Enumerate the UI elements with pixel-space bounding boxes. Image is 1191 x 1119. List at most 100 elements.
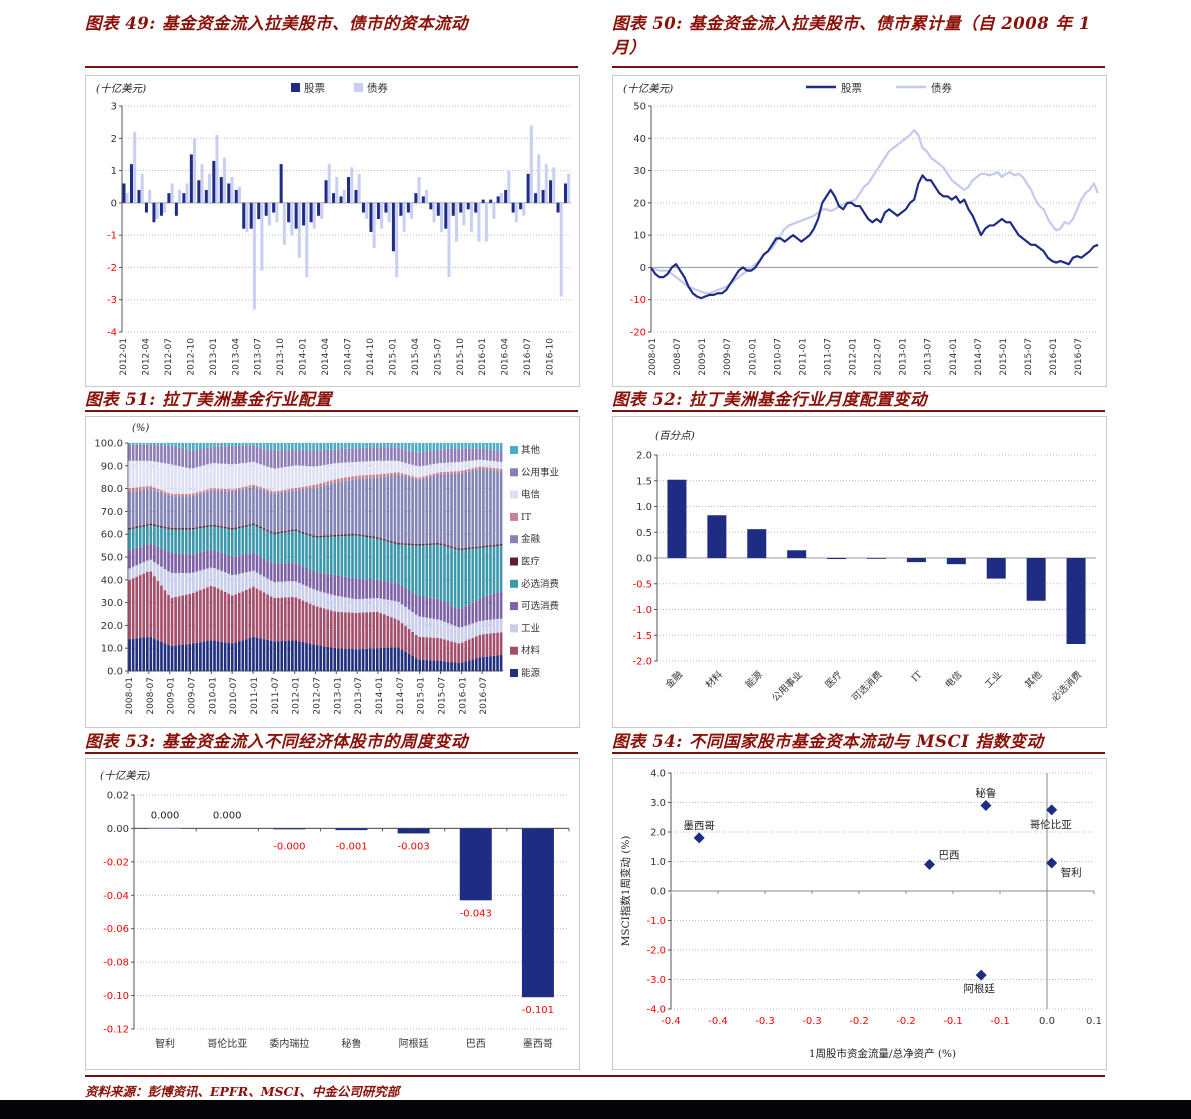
svg-text:-0.1: -0.1: [943, 1016, 963, 1027]
fig54-title: 图表 54: 不同国家股市基金资本流动与 MSCI 指数变动: [612, 730, 1105, 754]
svg-text:80.0: 80.0: [101, 484, 123, 495]
svg-text:-3.0: -3.0: [646, 975, 666, 986]
svg-text:-0.3: -0.3: [755, 1016, 775, 1027]
svg-text:2012-10: 2012-10: [186, 338, 196, 376]
svg-text:2013-07: 2013-07: [924, 338, 934, 376]
fig49-chart: 3 2 1 0 -1 -2 -3 -4 (十亿美元) 股票 债券 2012-01 2012-04 2012…: [85, 75, 580, 387]
svg-text:-0.043: -0.043: [460, 908, 492, 919]
svg-text:-2.0: -2.0: [646, 946, 666, 957]
svg-text:2011-01: 2011-01: [798, 338, 808, 376]
svg-text:10: 10: [633, 231, 646, 242]
svg-text:墨西哥: 墨西哥: [683, 820, 715, 832]
svg-text:0.000: 0.000: [151, 810, 180, 821]
svg-text:50.0: 50.0: [101, 553, 123, 564]
svg-text:-0.5: -0.5: [632, 579, 652, 590]
svg-text:其他: 其他: [1022, 668, 1044, 690]
svg-text:2013-01: 2013-01: [209, 338, 219, 376]
source-note: 资料来源：彭博资讯、EPFR、MSCI、中金公司研究部: [85, 1084, 400, 1099]
fig54-chart: 4.0 3.0 2.0 1.0 0.0 -1.0 -2.0 -3.0 -4.0 -0.4 -0.4-…: [612, 758, 1107, 1070]
svg-text:2010-07: 2010-07: [773, 338, 783, 376]
chart-svg: 4.03.02.01.00.0-1.0-2.0-3.0-4.0-0.4 -0.4-…: [619, 769, 1102, 1061]
svg-text:-0.4: -0.4: [661, 1016, 681, 1027]
svg-text:70.0: 70.0: [101, 507, 123, 518]
chart-svg: 2.0 1.5 1.0 0.5 0.0 -0.5 -1.0 -1.5 -2.0 (百分点) 金融 材料…: [632, 430, 1096, 704]
svg-text:-0.06: -0.06: [103, 924, 129, 935]
svg-text:2: 2: [111, 134, 117, 145]
svg-text:其他: 其他: [521, 444, 541, 456]
svg-text:工业: 工业: [983, 669, 1004, 690]
svg-text:2011-07: 2011-07: [823, 338, 833, 376]
fig53-chart: 0.02 0.00 -0.02 -0.04 -0.06 -0.08 -0.10 -0.12 (十…: [85, 758, 580, 1070]
svg-text:2014-01: 2014-01: [299, 338, 309, 376]
svg-text:0: 0: [640, 263, 646, 274]
svg-text:2013-10: 2013-10: [276, 338, 286, 376]
svg-text:2012-07: 2012-07: [164, 338, 174, 376]
svg-text:能源: 能源: [521, 667, 541, 679]
svg-text:-1.0: -1.0: [646, 916, 666, 927]
svg-text:-0.2: -0.2: [849, 1016, 869, 1027]
svg-text:90.0: 90.0: [101, 461, 123, 472]
svg-text:2013-04: 2013-04: [231, 338, 241, 376]
svg-text:医疗: 医疗: [521, 556, 541, 568]
svg-text:(%): (%): [132, 423, 149, 434]
svg-text:-0.2: -0.2: [896, 1016, 916, 1027]
svg-text:-0.101: -0.101: [522, 1005, 554, 1016]
svg-text:2010-01: 2010-01: [748, 338, 758, 376]
svg-text:2015-07: 2015-07: [433, 338, 443, 376]
svg-text:0: 0: [111, 198, 117, 209]
svg-text:0.0: 0.0: [107, 667, 123, 678]
fig50-chart: 50 40 30 20 10 0 -10 -20 (十亿美元) 股票 债券 2008-01 2008-0…: [612, 75, 1107, 387]
svg-text:1: 1: [111, 166, 117, 177]
fig49-title: 图表 49: 基金资金流入拉美股市、债市的资本流动: [85, 12, 578, 68]
svg-text:-0.3: -0.3: [802, 1016, 822, 1027]
svg-text:阿根廷: 阿根廷: [963, 982, 995, 995]
svg-text:-0.08: -0.08: [103, 958, 129, 969]
svg-text:0.5: 0.5: [636, 528, 652, 539]
svg-text:-0.04: -0.04: [103, 891, 129, 902]
svg-text:2008-07: 2008-07: [673, 338, 683, 376]
svg-text:-4: -4: [107, 328, 117, 339]
chart-svg: 50 40 30 20 10 0 -10 -20 (十亿美元) 股票 债券 2008-01 2008-0…: [623, 82, 1100, 376]
svg-text:50: 50: [633, 102, 646, 113]
svg-text:-20: -20: [630, 328, 646, 339]
svg-text:30.0: 30.0: [101, 598, 123, 609]
svg-text:必选消费: 必选消费: [1049, 669, 1084, 704]
svg-text:20.0: 20.0: [101, 621, 123, 632]
svg-text:0.0: 0.0: [1039, 1016, 1055, 1027]
svg-text:-0.4: -0.4: [708, 1016, 728, 1027]
svg-text:(十亿美元): (十亿美元): [96, 83, 146, 95]
svg-text:阿根廷: 阿根廷: [399, 1037, 429, 1050]
svg-text:1.0: 1.0: [650, 857, 666, 868]
svg-text:30: 30: [633, 166, 646, 177]
svg-text:2016-07: 2016-07: [1074, 338, 1084, 376]
svg-text:墨西哥: 墨西哥: [523, 1038, 553, 1050]
svg-text:(百分点): (百分点): [655, 430, 695, 442]
svg-text:公用事业: 公用事业: [521, 466, 559, 478]
svg-text:1.0: 1.0: [636, 502, 652, 513]
svg-text:2016-07: 2016-07: [523, 338, 533, 376]
fig51-title: 图表 51: 拉丁美洲基金行业配置: [85, 388, 578, 412]
footer-rule: [85, 1075, 1105, 1077]
svg-text:2016-04: 2016-04: [501, 338, 511, 376]
chart-svg: 100.0 90.0 80.0 70.0 60.0 50.0 40.0 30.0 20.0 10.…: [94, 423, 559, 715]
svg-text:2012-07: 2012-07: [313, 677, 323, 715]
svg-text:2010-07: 2010-07: [229, 677, 239, 715]
svg-text:2015-07: 2015-07: [1024, 338, 1034, 376]
svg-text:2015-04: 2015-04: [411, 338, 421, 376]
svg-text:-1.0: -1.0: [632, 605, 652, 616]
svg-text:-2: -2: [107, 263, 117, 274]
svg-text:2008-01: 2008-01: [648, 338, 658, 376]
svg-text:2015-01: 2015-01: [417, 677, 427, 715]
svg-text:40.0: 40.0: [101, 575, 123, 586]
svg-text:秘鲁: 秘鲁: [342, 1037, 362, 1050]
svg-text:2014-04: 2014-04: [321, 338, 331, 376]
svg-text:债券: 债券: [367, 82, 388, 95]
svg-text:2009-07: 2009-07: [188, 677, 198, 715]
svg-text:-0.1: -0.1: [990, 1016, 1010, 1027]
svg-text:公用事业: 公用事业: [769, 669, 804, 704]
svg-text:委内瑞拉: 委内瑞拉: [269, 1037, 309, 1050]
svg-text:-4.0: -4.0: [646, 1005, 666, 1016]
fig52-chart: 2.0 1.5 1.0 0.5 0.0 -0.5 -1.0 -1.5 -2.0 (百分点) 金融 材料…: [612, 416, 1107, 728]
svg-text:0.00: 0.00: [107, 824, 129, 835]
